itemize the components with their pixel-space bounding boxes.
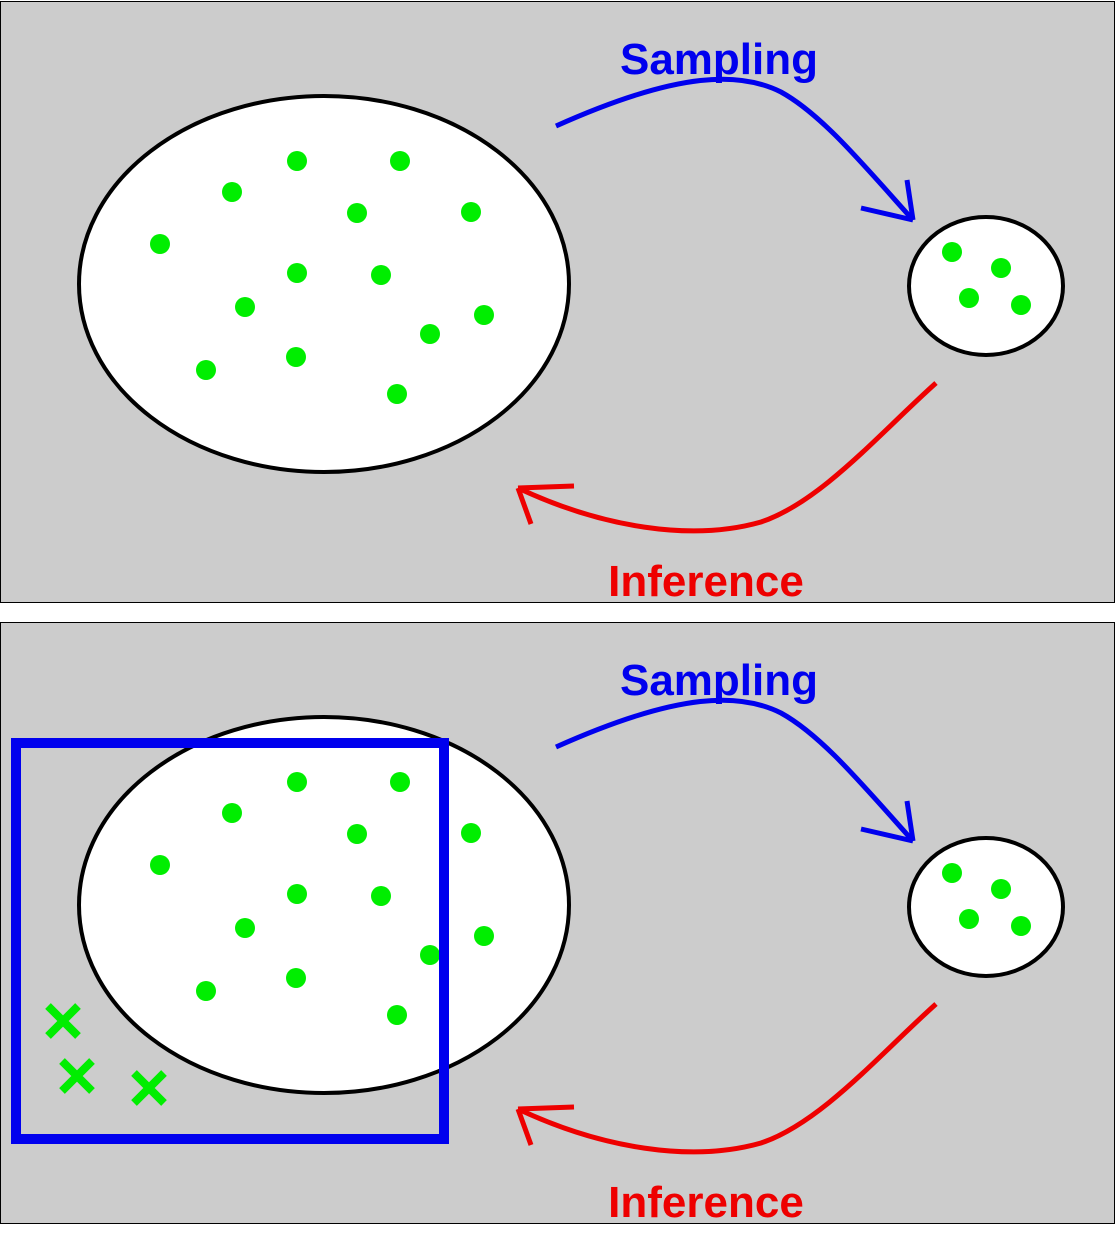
sample-dot (942, 242, 962, 262)
sample-dots (942, 242, 1031, 315)
population-ellipse (77, 715, 571, 1095)
inference-arrow (515, 381, 938, 534)
sample-dots (942, 863, 1031, 936)
population-dot (286, 347, 306, 367)
panel-basic: Sampling Inference (0, 1, 1115, 604)
population-dot (474, 305, 494, 325)
population-dot (387, 1005, 407, 1025)
population-dot (420, 324, 440, 344)
sample-dot (1011, 916, 1031, 936)
sample-dot (959, 288, 979, 308)
inference-label: Inference (608, 1178, 804, 1225)
population-dot (371, 265, 391, 285)
sample-dot (959, 909, 979, 929)
sampling-arrow (554, 697, 916, 844)
sample-dot (991, 258, 1011, 278)
diagram-canvas-top: Sampling Inference (77, 35, 1065, 604)
population-dot (371, 886, 391, 906)
population-ellipse (77, 94, 571, 474)
population-dot (347, 203, 367, 223)
population-dot (196, 981, 216, 1001)
sample-dot (942, 863, 962, 883)
sampling-frame-box (11, 738, 449, 1144)
sample-dot (991, 879, 1011, 899)
diagram-canvas-bottom: Sampling Inference (11, 656, 1065, 1225)
sampling-label: Sampling (620, 35, 818, 84)
sampling-label: Sampling (620, 656, 818, 705)
population-dot (287, 772, 307, 792)
inference-arrow (515, 1002, 938, 1155)
population-dot (461, 823, 481, 843)
population-dot (235, 918, 255, 938)
sample-ellipse (907, 215, 1065, 357)
population-dot (222, 803, 242, 823)
population-dot (150, 234, 170, 254)
excluded-x-marker (59, 1058, 95, 1094)
population-dots (150, 772, 494, 1025)
population-dot (286, 968, 306, 988)
population-dot (474, 926, 494, 946)
population-dot (461, 202, 481, 222)
population-dot (287, 884, 307, 904)
population-dot (235, 297, 255, 317)
excluded-markers (45, 1003, 167, 1106)
population-dot (287, 151, 307, 171)
population-dots (150, 151, 494, 404)
excluded-x-marker (45, 1003, 81, 1039)
sample-ellipse (907, 836, 1065, 978)
population-dot (347, 824, 367, 844)
sampling-arrow (554, 76, 916, 223)
sample-dot (1011, 295, 1031, 315)
population-dot (387, 384, 407, 404)
excluded-x-marker (131, 1070, 167, 1106)
inference-label: Inference (608, 557, 804, 604)
panel-sampling-frame: Sampling Inference (0, 622, 1115, 1225)
population-dot (287, 263, 307, 283)
population-dot (420, 945, 440, 965)
population-dot (222, 182, 242, 202)
population-dot (150, 855, 170, 875)
population-dot (390, 772, 410, 792)
population-dot (196, 360, 216, 380)
population-dot (390, 151, 410, 171)
